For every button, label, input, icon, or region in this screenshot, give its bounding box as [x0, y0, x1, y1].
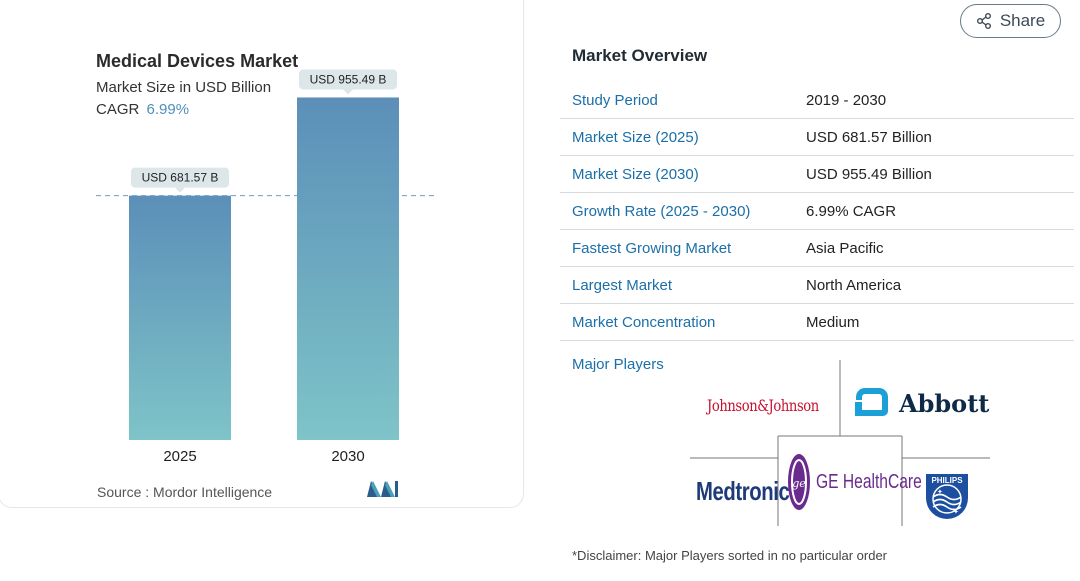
overview-row-value: North America — [806, 277, 902, 294]
data-label: USD 681.57 B — [142, 171, 219, 185]
overview-row-value: Medium — [806, 314, 860, 331]
overview-row: Market Size (2030) USD 955.49 Billion — [560, 156, 1074, 193]
players-grid-lines — [690, 360, 990, 526]
data-label-pointer — [343, 89, 353, 95]
overview-row: Growth Rate (2025 - 2030) 6.99% CAGR — [560, 193, 1074, 230]
overview-row-label: Market Size (2025) — [572, 129, 699, 146]
ge-monogram-icon: ge — [788, 454, 810, 510]
overview-row: Market Size (2025) USD 681.57 Billion — [560, 119, 1074, 156]
philips-shield-icon: PHILIPS ✦ ✦ — [926, 474, 968, 519]
data-label-bg — [131, 167, 229, 188]
bar-chart: USD 681.57 B 2025 USD 955.49 B 2030 — [96, 69, 436, 465]
ge-healthcare-logo: ge GE HealthCare — [787, 453, 952, 511]
overview-row: Market Concentration Medium — [560, 304, 1074, 341]
share-label: Share — [999, 11, 1046, 30]
chart-subtitle: Market Size in USD Billion — [96, 79, 272, 96]
chart-card — [0, 0, 524, 508]
overview-table: Study Period 2019 - 2030 Market Size (2025… — [560, 82, 1074, 341]
major-players-title: Major Players — [572, 356, 664, 373]
bar-2030 — [297, 97, 399, 440]
abbott-wordmark: Abbott — [899, 388, 990, 418]
chart-cagr: CAGR 6.99% — [96, 101, 189, 118]
overview-row: Fastest Growing Market Asia Pacific — [560, 230, 1074, 267]
overview-row-value: Asia Pacific — [806, 240, 884, 257]
overview-row-label: Largest Market — [572, 277, 673, 294]
medtronic-logo: Medtronic — [696, 476, 790, 506]
philips-wordmark: PHILIPS — [931, 476, 963, 485]
overview-row: Largest Market North America — [560, 267, 1074, 304]
major-players-grid: Johnson&Johnson Abbott Medtronic ge GE H… — [690, 358, 990, 528]
share-icon — [976, 13, 991, 29]
share-button[interactable]: Share — [960, 4, 1061, 38]
philips-logo: PHILIPS ✦ ✦ — [923, 468, 971, 525]
overview-row-value: 2019 - 2030 — [806, 92, 887, 109]
abbott-mark-icon — [855, 388, 888, 416]
mordor-logo-icon — [367, 481, 398, 497]
overview-row-label: Growth Rate (2025 - 2030) — [572, 203, 751, 220]
overview-row-value: USD 955.49 Billion — [806, 166, 932, 183]
overview-row-value: USD 681.57 Billion — [806, 129, 932, 146]
x-tick-label: 2025 — [163, 448, 196, 465]
abbott-logo: Abbott — [853, 386, 989, 420]
bar-2025 — [129, 195, 231, 440]
ge-healthcare-wordmark: GE HealthCare — [816, 470, 922, 493]
svg-text:✦: ✦ — [937, 488, 943, 496]
overview-row-label: Study Period — [572, 92, 658, 109]
x-tick-label: 2030 — [331, 448, 364, 465]
svg-text:✦: ✦ — [953, 508, 959, 516]
cagr-label: CAGR — [96, 101, 140, 118]
overview-row: Study Period 2019 - 2030 — [560, 82, 1074, 119]
data-label: USD 955.49 B — [310, 72, 387, 86]
svg-text:ge: ge — [792, 477, 806, 490]
overview-row-label: Market Size (2030) — [572, 166, 699, 183]
chart-title: Medical Devices Market — [96, 51, 299, 71]
overview-row-label: Fastest Growing Market — [572, 240, 732, 257]
data-label-bg — [299, 69, 397, 90]
data-label-pointer — [175, 187, 185, 193]
overview-row-value: 6.99% CAGR — [806, 203, 897, 220]
johnson-johnson-logo: Johnson&Johnson — [707, 396, 819, 415]
overview-row-label: Market Concentration — [572, 314, 716, 331]
overview-title: Market Overview — [572, 46, 708, 65]
disclaimer-text: *Disclaimer: Major Players sorted in no … — [572, 548, 888, 563]
chart-source: Source : Mordor Intelligence — [97, 484, 273, 500]
cagr-value: 6.99% — [146, 101, 190, 118]
